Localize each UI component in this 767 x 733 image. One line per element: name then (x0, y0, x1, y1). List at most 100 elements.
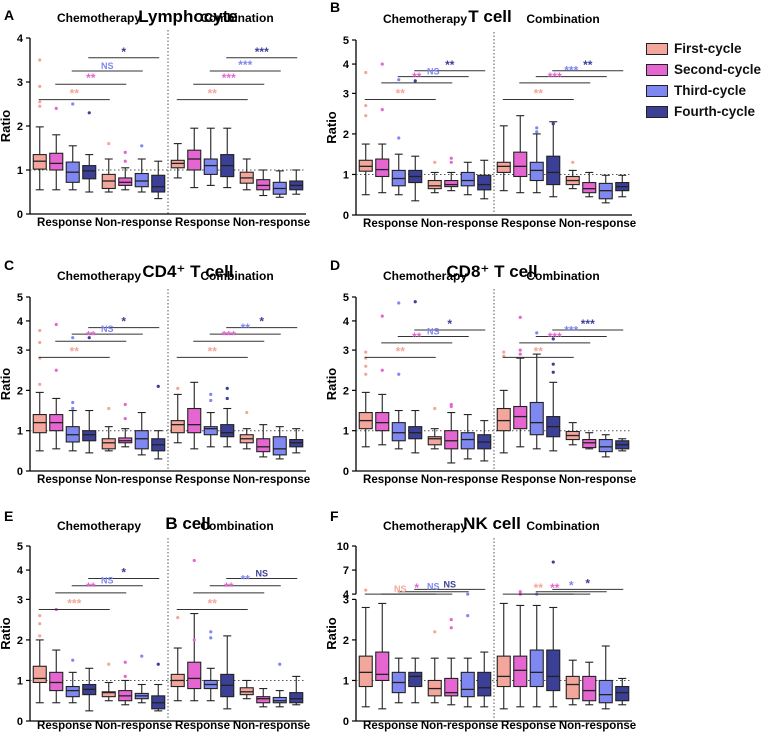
box-iqr (477, 174, 492, 191)
group-label: Response (363, 474, 418, 486)
box-iqr (444, 430, 459, 450)
outlier-point (449, 618, 453, 622)
box-iqr (615, 685, 630, 702)
significance-label: NS (394, 584, 407, 594)
treatment-label: Chemotherapy (383, 269, 467, 283)
y-tick-label: 3 (17, 77, 23, 89)
treatment-label: Chemotherapy (383, 12, 467, 26)
significance-label: ** (86, 580, 96, 594)
y-tick-label: 3 (17, 594, 23, 606)
box-iqr (460, 432, 475, 450)
panel-title: CD8⁺ T cell (446, 262, 537, 281)
significance-label: ** (396, 86, 406, 100)
box-fourth-cycle (151, 384, 166, 460)
legend-swatch (646, 84, 668, 97)
significance-label: ** (534, 344, 544, 358)
outlier-point (107, 662, 111, 666)
box-second-cycle (118, 402, 133, 448)
panel-e: E B cell 0 1 2 3 4 5 Ratio Chemotherapy Combinatio… (0, 508, 310, 732)
box-fourth-cycle (546, 337, 561, 452)
box-third-cycle (598, 645, 613, 710)
panel-letter: E (4, 508, 13, 524)
outlier-point (71, 400, 75, 405)
group-label: Non-response (233, 217, 310, 229)
outlier-point (397, 136, 401, 140)
box-first-cycle (496, 125, 511, 192)
outlier-point (176, 386, 180, 390)
outlier-point (245, 410, 249, 415)
y-tick-label: 2 (17, 635, 23, 647)
box-third-cycle (391, 301, 406, 450)
treatment-label: Chemotherapy (57, 11, 141, 25)
outlier-point (278, 662, 282, 666)
box-iqr (546, 155, 561, 186)
box-iqr (256, 438, 271, 453)
y-tick-label: 1 (343, 169, 349, 181)
outlier-point (364, 114, 368, 118)
box-iqr (256, 696, 271, 704)
significance-label: ** (208, 87, 218, 101)
box-iqr (82, 430, 97, 442)
y-tick-label: 2 (343, 385, 349, 397)
box-third-cycle (203, 392, 218, 448)
group-label: Non-response (95, 217, 172, 229)
outlier-point (466, 613, 470, 618)
legend-label: Second-cycle (674, 62, 762, 77)
outlier-point (71, 406, 75, 411)
box-iqr (49, 152, 64, 171)
box-first-cycle (170, 386, 185, 444)
outlier-point (156, 384, 160, 388)
box-iqr (358, 655, 373, 688)
box-third-cycle (598, 174, 613, 204)
box-second-cycle (49, 106, 64, 191)
legend-label: Third-cycle (674, 83, 747, 98)
outlier-point (209, 636, 213, 640)
outlier-point (71, 658, 75, 662)
box-fourth-cycle (546, 121, 561, 198)
box-iqr (546, 649, 561, 692)
box-iqr (391, 422, 406, 442)
box-fourth-cycle (546, 560, 561, 708)
box-first-cycle (496, 350, 511, 454)
panel-letter: A (4, 7, 14, 23)
significance-label: * (447, 317, 452, 331)
group-label: Response (363, 218, 418, 230)
box-first-cycle (32, 58, 47, 191)
outlier-point (449, 160, 453, 164)
outlier-point (176, 616, 180, 620)
y-tick-label: 5 (17, 292, 23, 304)
significance-label: ** (583, 58, 593, 72)
box-iqr (187, 661, 202, 690)
box-fourth-cycle (408, 300, 423, 454)
group-label: Non-response (421, 218, 498, 230)
outlier-point (54, 322, 58, 327)
outlier-point (140, 654, 144, 658)
outlier-point (449, 626, 453, 630)
box-first-cycle (358, 588, 373, 708)
group-label: Response (37, 720, 92, 732)
y-tick-label: 4 (343, 59, 350, 71)
box-third-cycle (65, 658, 80, 704)
box-first-cycle (101, 142, 116, 193)
group-label: Non-response (95, 474, 172, 486)
outlier-point (38, 634, 42, 638)
outlier-point (433, 406, 437, 411)
outlier-point (38, 622, 42, 626)
group-label: Response (175, 217, 230, 229)
outlier-point (397, 78, 401, 82)
significance-label: ** (70, 344, 80, 358)
box-first-cycle (170, 616, 185, 702)
box-second-cycle (513, 590, 528, 708)
box-fourth-cycle (220, 635, 235, 710)
panel-b: B T cell 0 1 2 3 4 5 Ratio Chemotherapy Combinatio… (324, 0, 636, 230)
legend-swatch (646, 42, 668, 55)
significance-label: ** (224, 580, 234, 594)
y-tick-label: 0 (17, 716, 23, 728)
box-first-cycle (358, 350, 373, 448)
outlier-point (209, 630, 213, 634)
y-axis-label: Ratio (0, 368, 13, 401)
y-tick-label: 10 (337, 541, 349, 553)
group-label: Non-response (559, 720, 636, 732)
panel-letter: C (4, 257, 14, 273)
legend-item-third-cycle: Third-cycle (646, 80, 767, 101)
